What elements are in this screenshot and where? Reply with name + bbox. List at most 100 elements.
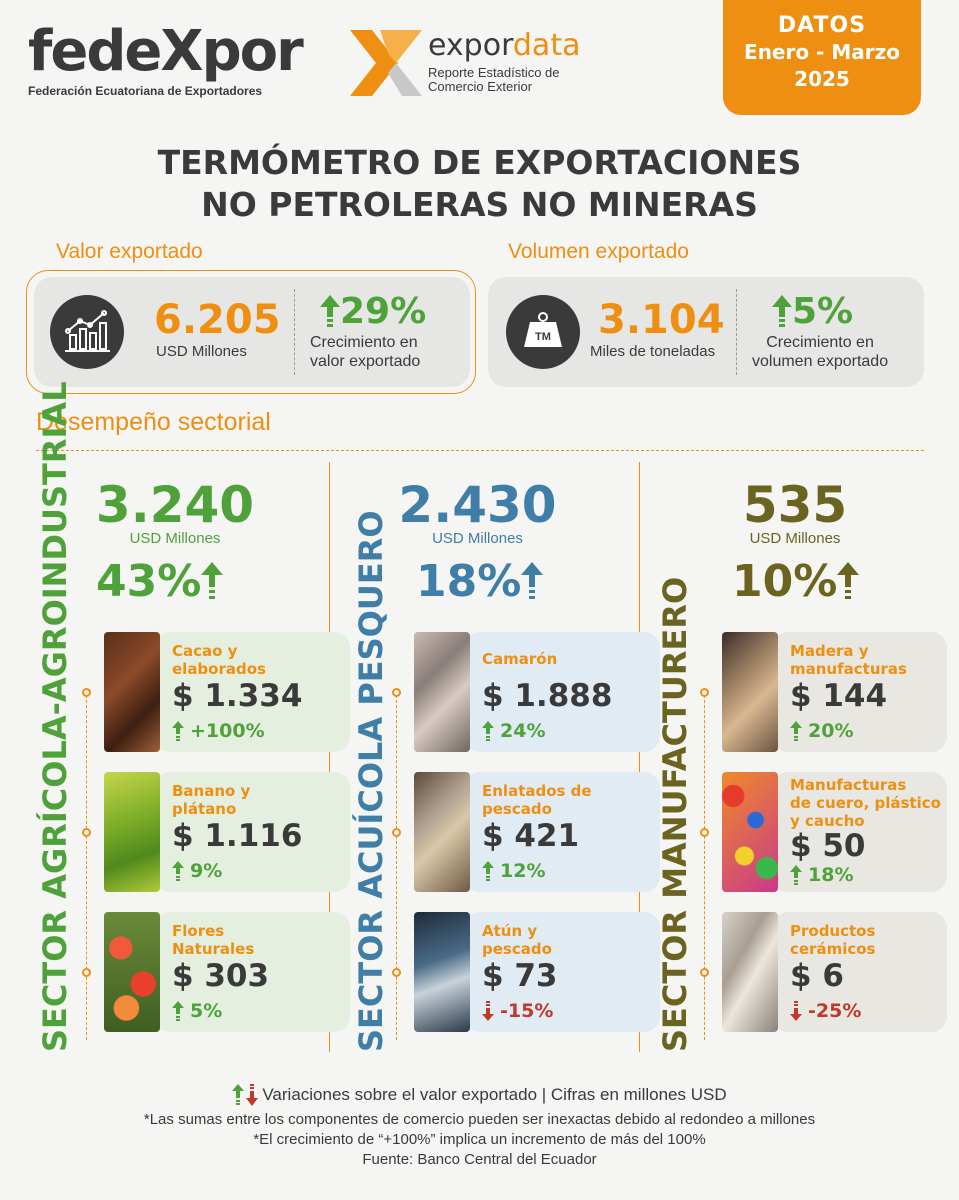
arrow-up-icon	[172, 721, 184, 741]
tuna-photo	[414, 912, 470, 1032]
expordata-subtitle: Reporte Estadístico de Comercio Exterior	[428, 66, 560, 94]
weight-icon-label: TM	[535, 331, 551, 343]
product-card	[154, 912, 350, 1032]
volumen-card: TM 3.104 Miles de toneladas 5% Crecimien…	[488, 277, 924, 387]
sector-acuicola-pct-value: 18%	[416, 556, 522, 607]
fedexpor-logo-subtitle: Federación Ecuatoriana de Exportadores	[28, 84, 263, 98]
sector-agricola-pct: 43%	[96, 556, 224, 607]
timeline-dot	[82, 968, 91, 977]
volumen-heading: Volumen exportado	[508, 240, 689, 263]
timeline-dot	[392, 688, 401, 697]
sectorial-heading: Desempeño sectorial	[36, 408, 271, 436]
product-card	[464, 632, 660, 752]
up-down-arrows-icon	[232, 1084, 259, 1106]
arrow-down-icon	[482, 1001, 494, 1021]
sector-manufacturero-value: 535	[742, 476, 848, 534]
product-growth: 18%	[790, 864, 853, 886]
product-name-line: Atún y	[482, 922, 538, 940]
product-value: $ 303	[172, 958, 270, 994]
valor-card: 6.205 USD Millones 29% Crecimiento en va…	[34, 277, 470, 387]
valor-growth-desc-l1: Crecimiento en	[310, 334, 418, 351]
expordata-word-b: data	[512, 28, 581, 63]
product-name: Flores Naturales	[172, 922, 254, 958]
product-name: Enlatados de pescado	[482, 782, 592, 818]
sector-acuicola-timeline	[396, 690, 397, 1040]
product-name: Productos cerámicos	[790, 922, 875, 958]
product-name-line: Banano y	[172, 782, 251, 800]
expordata-subtitle-l1: Reporte Estadístico de	[428, 65, 560, 80]
product-name: Camarón	[482, 650, 557, 668]
sector-acuicola-label: SECTOR ACUÍCOLA PESQUERO	[352, 510, 390, 1052]
timeline-dot	[82, 688, 91, 697]
line-chart-icon	[50, 295, 124, 369]
arrow-up-icon	[837, 561, 860, 599]
sector-agricola-unit: USD Millones	[129, 530, 221, 547]
arrow-up-icon	[482, 721, 494, 741]
fedexpor-logo: fedeXpor Federación Ecuatoriana de Expor…	[28, 22, 308, 112]
product-name-line: Enlatados de	[482, 782, 592, 800]
sector-agricola-timeline	[86, 690, 87, 1040]
sector-acuicola-value: 2.430	[398, 476, 557, 534]
sector-agricola-pct-value: 43%	[96, 556, 202, 607]
product-growth-value: 20%	[808, 720, 854, 742]
footer-note1: *Las sumas entre los componentes de come…	[143, 1111, 816, 1128]
sector-agricola-label: SECTOR AGRÍCOLA-AGROINDUSTRIAL	[36, 381, 74, 1052]
product-card	[772, 912, 947, 1032]
banana-photo	[104, 772, 160, 892]
expordata-word-a: expor	[428, 28, 513, 63]
product-name-line: Flores	[172, 922, 225, 940]
product-value: $ 73	[482, 958, 558, 994]
flowers-photo	[104, 912, 160, 1032]
arrow-up-icon	[790, 721, 802, 741]
page-title-line1: TERMÓMETRO DE EXPORTACIONES	[157, 143, 802, 182]
valor-growth: 29%	[320, 291, 426, 332]
sector-divider-2	[639, 462, 640, 1052]
product-name-line: de cuero, plástico	[790, 794, 941, 812]
datos-period-badge: DATOS Enero - Marzo 2025	[723, 0, 921, 115]
product-name-line: pescado	[482, 800, 552, 818]
product-growth: 12%	[482, 860, 545, 882]
page-title-line2: NO PETROLERAS NO MINERAS	[201, 185, 758, 224]
product-name-line: manufacturas	[790, 660, 907, 678]
arrow-up-icon	[772, 294, 792, 327]
sector-manufacturero-pct-value: 10%	[732, 556, 838, 607]
product-value: $ 1.334	[172, 678, 303, 714]
fedexpor-logo-word: fedeXpor	[28, 19, 304, 84]
product-growth-value: 12%	[500, 860, 546, 882]
timeline-dot	[82, 828, 91, 837]
footer-note2: *El crecimiento de “+100%” implica un in…	[253, 1131, 706, 1148]
timeline-dot	[700, 968, 709, 977]
plastic-pellets-photo	[722, 772, 778, 892]
product-growth: 9%	[172, 860, 222, 882]
footer-legend: Variaciones sobre el valor exportado | C…	[0, 1084, 959, 1106]
valor-growth-value: 29%	[340, 291, 427, 332]
timeline-dot	[392, 828, 401, 837]
sector-divider-1	[329, 462, 330, 1052]
arrow-up-icon	[320, 294, 340, 327]
volumen-growth-value: 5%	[792, 291, 854, 332]
product-value: $ 6	[790, 958, 844, 994]
product-name-line: elaborados	[172, 660, 266, 678]
arrow-up-icon	[521, 561, 544, 599]
product-growth-value: -25%	[808, 1000, 862, 1022]
sector-acuicola-pct: 18%	[416, 556, 544, 607]
product-growth-value: 9%	[190, 860, 223, 882]
product-name-line: Productos	[790, 922, 876, 940]
product-name-line: plátano	[172, 800, 237, 818]
footer-legend-text: Variaciones sobre el valor exportado | C…	[262, 1085, 727, 1104]
product-value: $ 144	[790, 678, 888, 714]
product-growth: 5%	[172, 1000, 222, 1022]
product-card	[772, 632, 947, 752]
product-value: $ 1.888	[482, 678, 613, 714]
volumen-divider	[736, 289, 737, 375]
product-growth-value: 18%	[808, 864, 854, 886]
valor-growth-desc-l2: valor exportado	[310, 353, 421, 370]
product-name: Madera y manufacturas	[790, 642, 907, 678]
product-name: Manufacturas de cuero, plástico y caucho	[790, 776, 941, 830]
product-growth-value: +100%	[190, 720, 265, 742]
arrow-up-icon	[790, 865, 802, 885]
volumen-unit: Miles de toneladas	[590, 343, 716, 360]
valor-unit: USD Millones	[156, 343, 247, 360]
product-name-line: Naturales	[172, 940, 255, 958]
product-card	[464, 772, 660, 892]
